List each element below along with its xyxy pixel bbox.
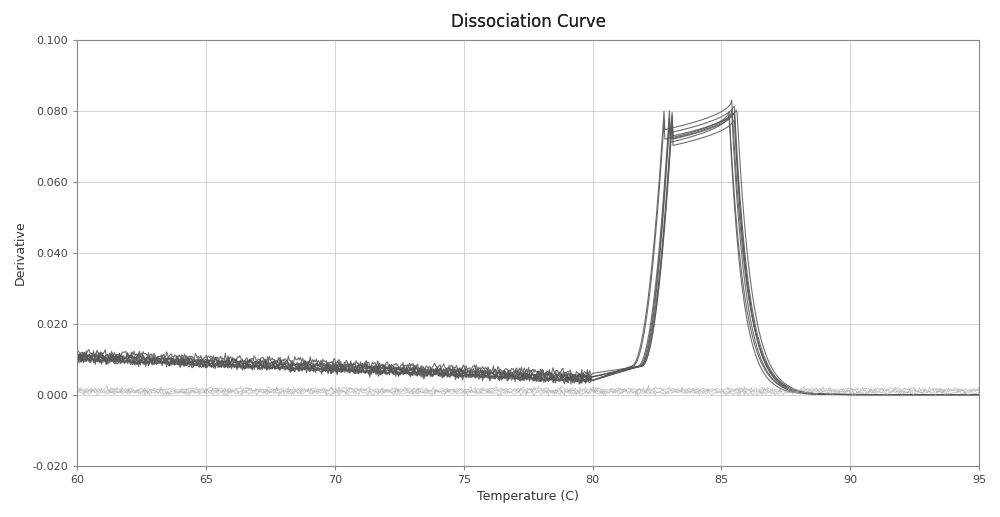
Y-axis label: Derivative: Derivative xyxy=(14,220,27,285)
X-axis label: Temperature (C): Temperature (C) xyxy=(477,490,579,503)
Text: Dissociation Curve: Dissociation Curve xyxy=(451,13,606,32)
Text: Dissociation Curve: Dissociation Curve xyxy=(451,13,606,32)
